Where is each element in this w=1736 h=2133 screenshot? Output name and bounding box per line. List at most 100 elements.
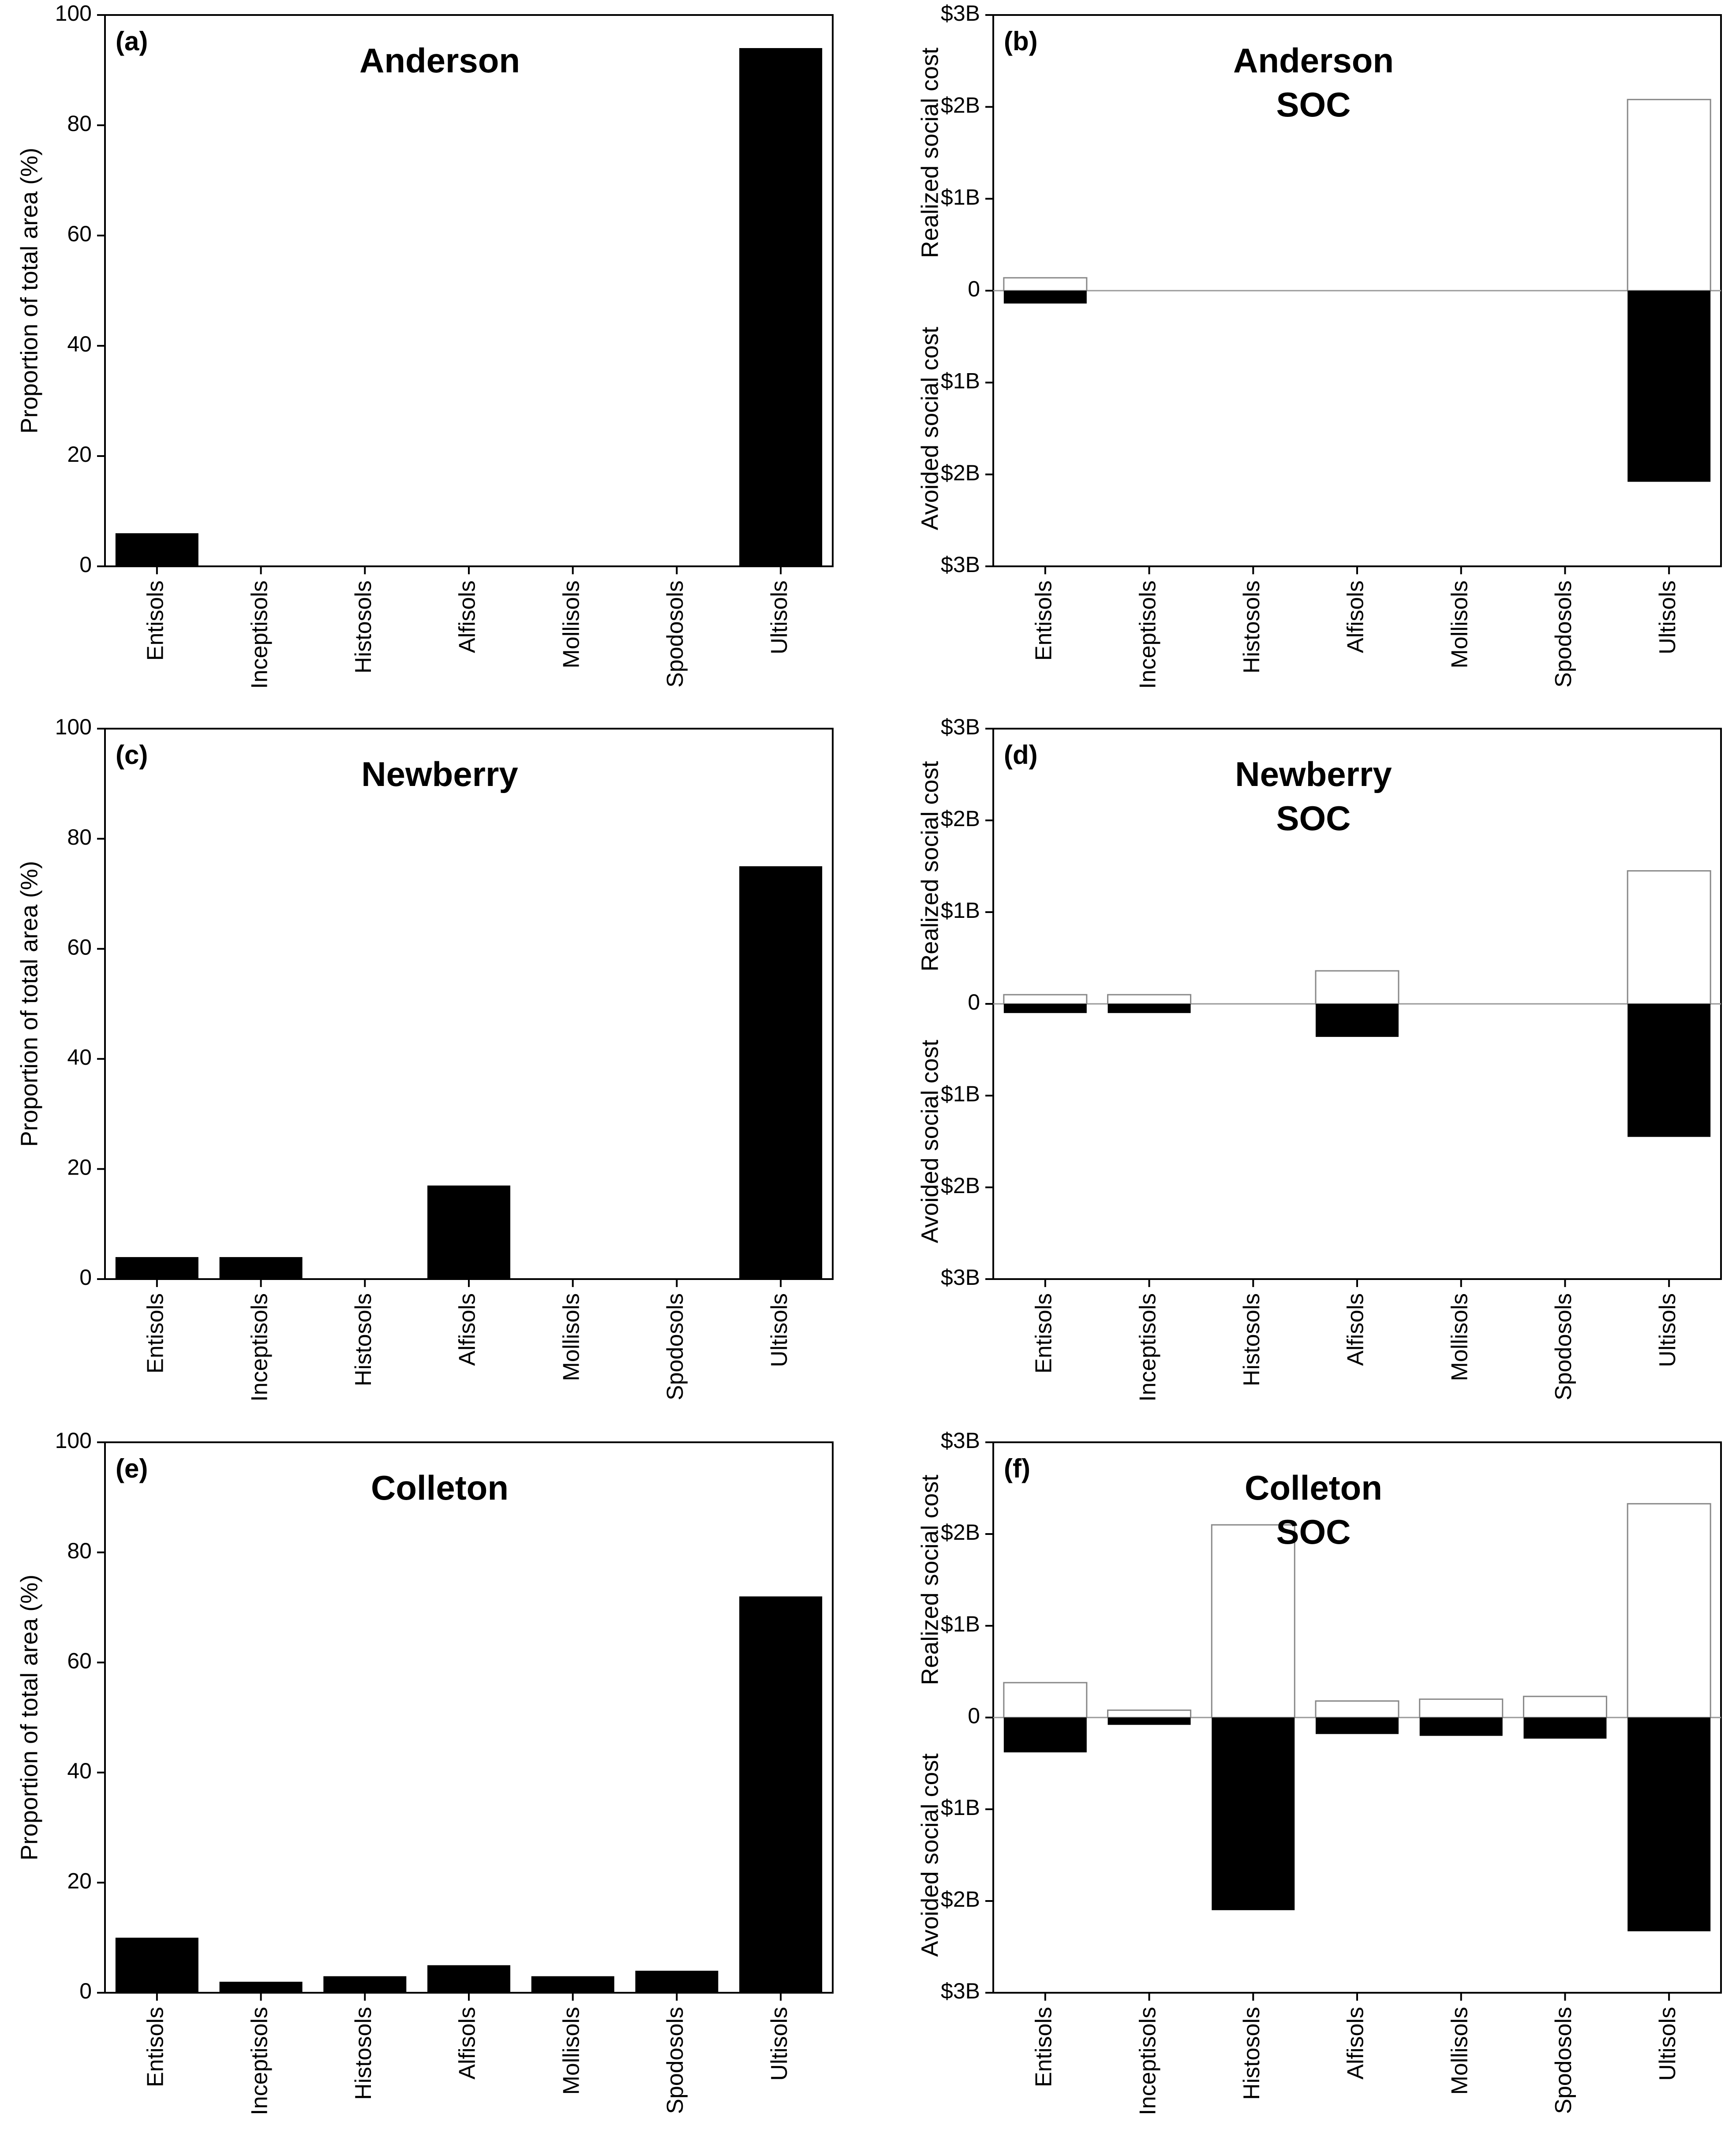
- panel-title: Newberry: [1235, 755, 1392, 793]
- panel-title: Newberry: [361, 755, 518, 793]
- avoided-bar-inceptisols: [1107, 1004, 1191, 1013]
- panel-title: Anderson: [359, 41, 520, 80]
- y-tick-label: 100: [55, 1428, 92, 1453]
- bar-entisols: [115, 1257, 198, 1279]
- category-label: Ultisols: [767, 1293, 792, 1367]
- panel-title: Colleton: [371, 1468, 509, 1507]
- category-label: Inceptisols: [1135, 580, 1160, 689]
- bar-inceptisols: [219, 1982, 303, 1993]
- bar-histosols: [323, 1976, 407, 1993]
- category-label: Spodosols: [662, 1293, 688, 1400]
- category-label: Ultisols: [1655, 2007, 1680, 2081]
- y-tick-label: 20: [67, 1155, 92, 1180]
- bar-inceptisols: [219, 1257, 303, 1279]
- y-tick-label: $2B: [941, 806, 980, 831]
- category-label: Mollisols: [558, 580, 584, 668]
- y-axis-title: Proportion of total area (%): [16, 861, 42, 1147]
- y-tick-label: $3B: [941, 1979, 980, 2003]
- category-label: Mollisols: [558, 2007, 584, 2095]
- y-tick-label: $2B: [941, 460, 980, 485]
- bar-alfisols: [427, 1965, 510, 1993]
- category-label: Entisols: [143, 1293, 168, 1373]
- chart-panel-a: 0 20 40 60 80 100 Entisols Inceptisols Histosols…: [16, 1, 834, 689]
- y-tick-label: $1B: [941, 898, 980, 923]
- y-axis-title: Proportion of total area (%): [16, 1575, 42, 1860]
- panel-label: (e): [116, 1454, 148, 1483]
- category-label: Alfisols: [1343, 2007, 1369, 2080]
- panel-label: (c): [116, 740, 148, 770]
- realized-bar-mollisols: [1419, 1698, 1504, 1718]
- y-tick-label: $1B: [941, 369, 980, 393]
- y-tick-label: 100: [55, 715, 92, 739]
- chart-panel-d: $3B $2B $1B 0 $1B $2B $3B Entisols Inceptisols Hi…: [917, 715, 1722, 1402]
- avoided-bar-entisols: [1003, 1004, 1087, 1013]
- y-tick-label: $3B: [941, 715, 980, 739]
- category-label: Entisols: [1031, 580, 1057, 661]
- y-tick-label: $3B: [941, 1265, 980, 1290]
- y-tick-label: 0: [79, 1265, 92, 1290]
- category-label: Spodosols: [1551, 1293, 1576, 1400]
- bar-ultisols: [739, 1596, 823, 1993]
- bar-entisols: [115, 533, 198, 566]
- y-tick-label: $2B: [941, 1173, 980, 1198]
- realized-bar-ultisols: [1627, 1503, 1711, 1718]
- y-tick-label: 40: [67, 1759, 92, 1783]
- category-label: Alfisols: [455, 1293, 480, 1366]
- avoided-bar-ultisols: [1628, 1004, 1711, 1137]
- y-tick-label: $3B: [941, 552, 980, 577]
- y-tick-label: $3B: [941, 1428, 980, 1453]
- panel-label: (d): [1004, 740, 1038, 770]
- category-label: Alfisols: [1343, 1293, 1369, 1366]
- y-tick-label: 0: [79, 552, 92, 577]
- category-label: Ultisols: [1655, 1293, 1680, 1367]
- category-label: Ultisols: [1655, 580, 1680, 655]
- y-tick-label: 0: [968, 990, 980, 1014]
- bar-mollisols: [531, 1976, 614, 1993]
- realized-bar-entisols: [1003, 277, 1088, 292]
- realized-bar-histosols: [1211, 1524, 1295, 1718]
- panel-label: (b): [1004, 26, 1038, 56]
- y-axis-title-avoided: Avoided social cost: [917, 327, 943, 530]
- chart-panel-c: 0 20 40 60 80 100 Entisols Inceptisols Histosols…: [16, 715, 834, 1402]
- category-label: Histosols: [1239, 1293, 1265, 1386]
- y-tick-label: 20: [67, 1869, 92, 1894]
- y-tick-label: 60: [67, 935, 92, 959]
- avoided-bar-alfisols: [1316, 1718, 1399, 1734]
- category-label: Ultisols: [767, 580, 792, 655]
- realized-bar-alfisols: [1315, 970, 1399, 1005]
- y-tick-label: $1B: [941, 1081, 980, 1106]
- y-tick-label: 80: [67, 825, 92, 849]
- y-tick-label: 0: [79, 1979, 92, 2003]
- y-axis-title-realized: Realized social cost: [917, 48, 943, 258]
- y-tick-label: 60: [67, 1648, 92, 1673]
- bar-entisols: [115, 1938, 198, 1993]
- y-tick-label: 80: [67, 1538, 92, 1563]
- avoided-bar-histosols: [1212, 1718, 1295, 1910]
- avoided-bar-ultisols: [1628, 1718, 1711, 1931]
- realized-bar-entisols: [1003, 1682, 1088, 1718]
- category-label: Entisols: [143, 580, 168, 661]
- y-axis-title-realized: Realized social cost: [917, 1474, 943, 1685]
- category-label: Histosols: [351, 2007, 376, 2100]
- category-label: Histosols: [1239, 2007, 1265, 2100]
- y-tick-label: $2B: [941, 93, 980, 118]
- category-label: Entisols: [1031, 1293, 1057, 1373]
- y-tick-label: $2B: [941, 1520, 980, 1545]
- y-tick-label: $1B: [941, 1795, 980, 1820]
- realized-bar-spodosols: [1523, 1695, 1607, 1718]
- category-label: Inceptisols: [1135, 1293, 1160, 1402]
- y-tick-label: 0: [968, 277, 980, 301]
- category-label: Mollisols: [1447, 1293, 1472, 1381]
- y-tick-label: $3B: [941, 1, 980, 26]
- avoided-bar-entisols: [1003, 1718, 1087, 1753]
- panel-title: SOC: [1276, 85, 1351, 124]
- panel-title: SOC: [1276, 799, 1351, 838]
- y-axis-title-realized: Realized social cost: [917, 761, 943, 971]
- y-tick-label: 40: [67, 1045, 92, 1070]
- category-label: Histosols: [351, 1293, 376, 1386]
- category-label: Inceptisols: [1135, 2007, 1160, 2115]
- avoided-bar-ultisols: [1628, 291, 1711, 482]
- category-label: Inceptisols: [247, 1293, 272, 1402]
